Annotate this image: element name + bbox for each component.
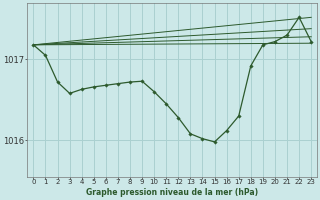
X-axis label: Graphe pression niveau de la mer (hPa): Graphe pression niveau de la mer (hPa) xyxy=(86,188,258,197)
